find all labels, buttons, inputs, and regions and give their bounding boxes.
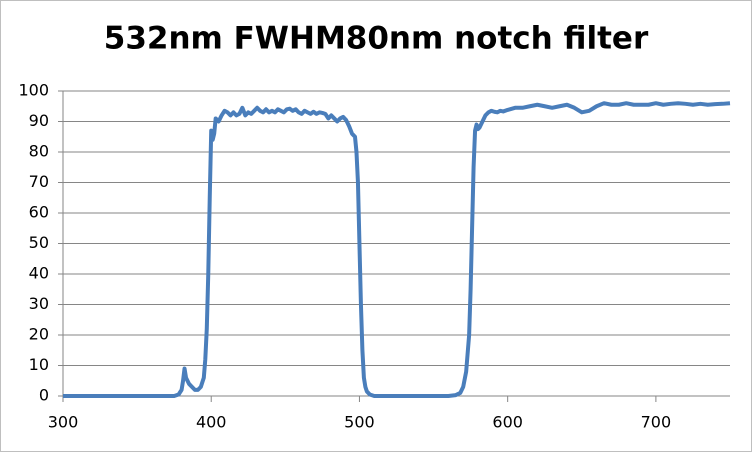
y-tick-label: 0: [39, 386, 49, 405]
x-tick-label: 500: [344, 413, 375, 432]
y-tick-label: 10: [29, 355, 49, 374]
y-tick-label: 60: [29, 203, 49, 222]
chart-title: 532nm FWHM80nm notch filter: [104, 21, 649, 57]
x-tick-label: 400: [196, 413, 227, 432]
y-tick-label: 20: [29, 325, 49, 344]
y-tick-label: 50: [29, 233, 49, 252]
y-tick-label: 90: [29, 111, 49, 130]
x-tick-label: 700: [641, 413, 672, 432]
y-tick-label: 30: [29, 294, 49, 313]
x-tick-label: 600: [492, 413, 523, 432]
y-tick-label: 100: [18, 81, 49, 100]
y-tick-label: 70: [29, 172, 49, 191]
x-tick-label: 300: [48, 413, 79, 432]
y-tick-label: 40: [29, 264, 49, 283]
data-line: [63, 101, 731, 398]
y-tick-label: 80: [29, 142, 49, 161]
